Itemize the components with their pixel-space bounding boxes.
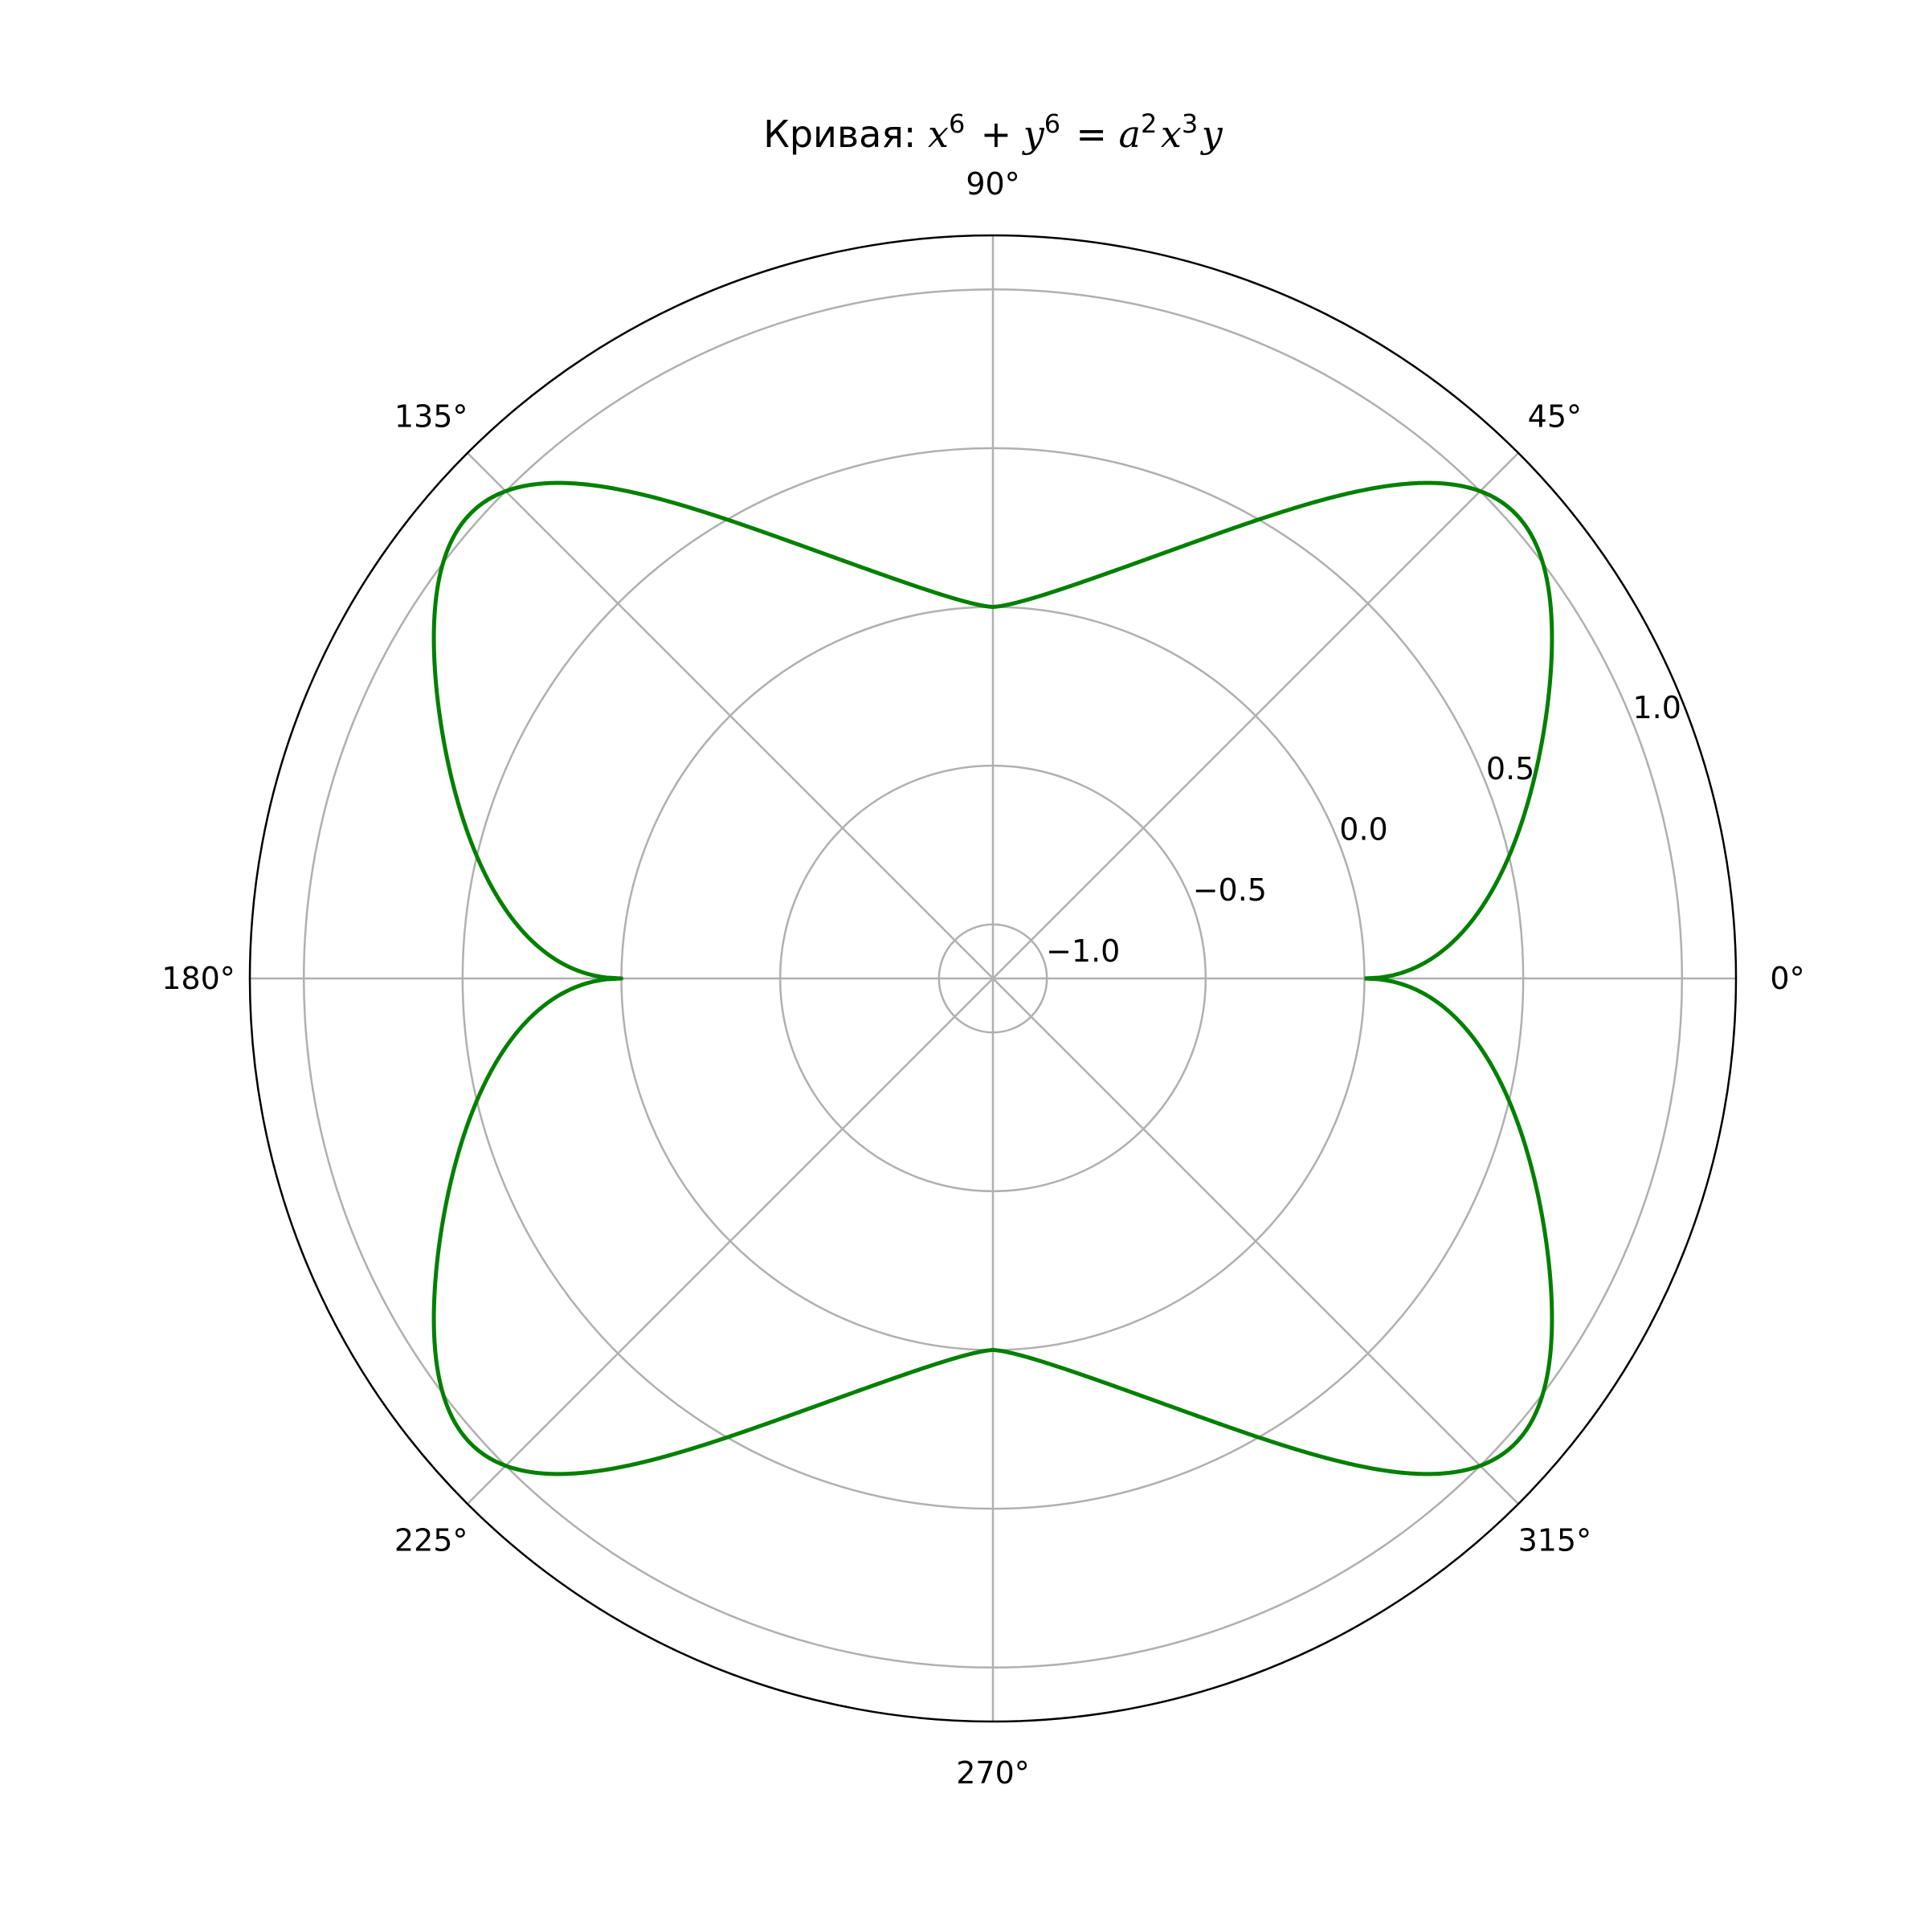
r-gridline-4 [302,288,1684,1669]
theta-tick-label: 270° [956,1755,1030,1791]
grid-layer [250,235,1736,1722]
theta-tick-label: 315° [1518,1522,1592,1558]
curve-series [431,480,1554,1477]
theta-tick-label: 225° [394,1522,468,1558]
r-gridline-3 [461,447,1525,1510]
r-tick-label: −1.0 [1046,933,1120,969]
r-tick-label: −0.5 [1193,872,1267,908]
theta-tick-label: 180° [161,961,235,996]
r-tick-label: 1.0 [1633,690,1681,725]
polar-frame [248,234,1738,1723]
r-gridline-0 [937,923,1048,1034]
theta-tick-label: 90° [966,166,1019,202]
r-tick-label: 0.0 [1339,812,1387,848]
theta-tick-label: 0° [1770,961,1804,996]
r-tick-label: 0.5 [1486,751,1534,786]
theta-tick-label: 135° [394,399,468,435]
r-gridline-1 [778,764,1207,1193]
chart-title: Кривая: x6 + y6 = a2 x3 y [763,108,1223,156]
theta-tick-label: 45° [1528,399,1582,435]
ticks-layer: 0° 45° 90° 135° 180° 225° 270° 315° −1.0 −0.5 0.0 0… [161,166,1804,1791]
